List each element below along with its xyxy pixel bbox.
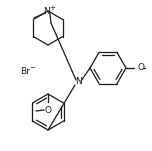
Text: N: N <box>75 77 81 87</box>
Text: −: − <box>29 65 35 71</box>
Text: O: O <box>138 64 145 72</box>
Text: O: O <box>45 106 52 115</box>
Text: N: N <box>44 7 50 16</box>
Text: +: + <box>49 5 55 11</box>
Text: Br: Br <box>20 67 30 77</box>
